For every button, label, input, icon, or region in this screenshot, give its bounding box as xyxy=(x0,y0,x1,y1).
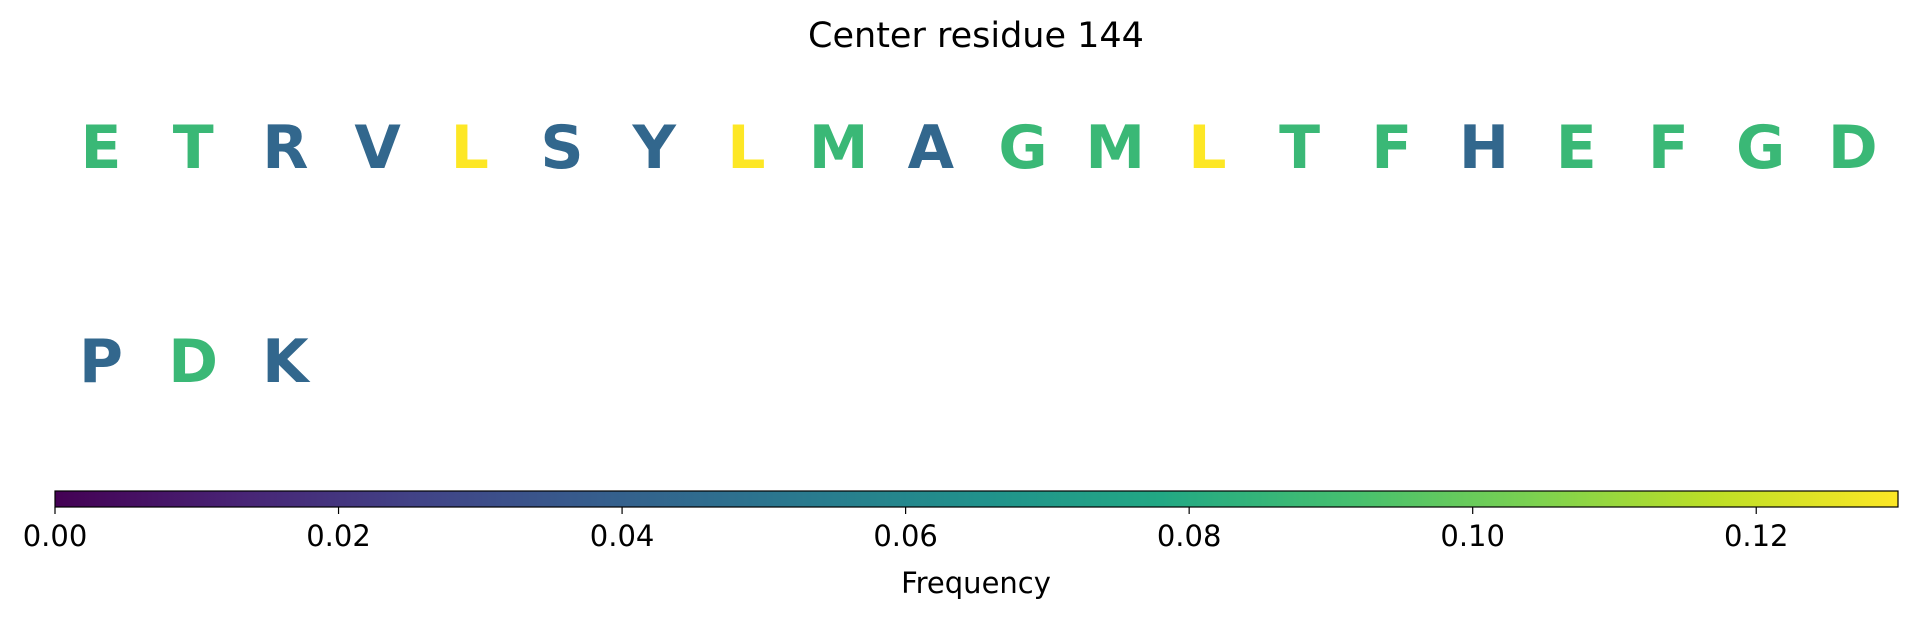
colorbar-tick-label: 0.10 xyxy=(1440,519,1505,553)
chart-title: Center residue 144 xyxy=(808,16,1144,56)
residue-letter: P xyxy=(79,327,123,397)
colorbar xyxy=(54,490,1899,508)
residue-letter: D xyxy=(1828,113,1878,183)
colorbar-tick-label: 0.04 xyxy=(590,519,655,553)
residue-letter: G xyxy=(1736,113,1785,183)
residue-grid: E T R V L S Y L M A G M L T F H E F G DP D K xyxy=(79,113,1878,397)
residue-letter: E xyxy=(1556,113,1597,183)
residue-letter: F xyxy=(1648,113,1689,183)
residue-letter: E xyxy=(81,113,122,183)
residue-letter: M xyxy=(809,113,869,183)
residue-letter: V xyxy=(354,113,401,183)
residue-letter: L xyxy=(451,113,489,183)
residue-letter: H xyxy=(1459,113,1509,183)
colorbar-tick-label: 0.06 xyxy=(873,519,938,553)
colorbar-ticks: 0.00 0.02 0.04 0.06 0.08 0.10 0.12 xyxy=(23,507,1789,553)
residue-letter: M xyxy=(1085,113,1145,183)
residue-letter: G xyxy=(998,113,1047,183)
colorbar-tick-label: 0.02 xyxy=(306,519,371,553)
residue-letter: L xyxy=(1188,113,1226,183)
residue-letter: R xyxy=(262,113,308,183)
residue-letter: A xyxy=(908,113,955,183)
colorbar-tick-label: 0.08 xyxy=(1157,519,1222,553)
residue-letter: S xyxy=(540,113,583,183)
colorbar-tick-label: 0.00 xyxy=(23,519,88,553)
colorbar-label: Frequency xyxy=(901,566,1051,600)
residue-letter: D xyxy=(168,327,218,397)
residue-letter: T xyxy=(173,113,214,183)
residue-letter: F xyxy=(1371,113,1412,183)
residue-letter: L xyxy=(727,113,765,183)
residue-letter: K xyxy=(262,327,311,397)
residue-letter: Y xyxy=(631,113,677,183)
colorbar-tick-label: 0.12 xyxy=(1724,519,1789,553)
residue-letter: T xyxy=(1279,113,1320,183)
